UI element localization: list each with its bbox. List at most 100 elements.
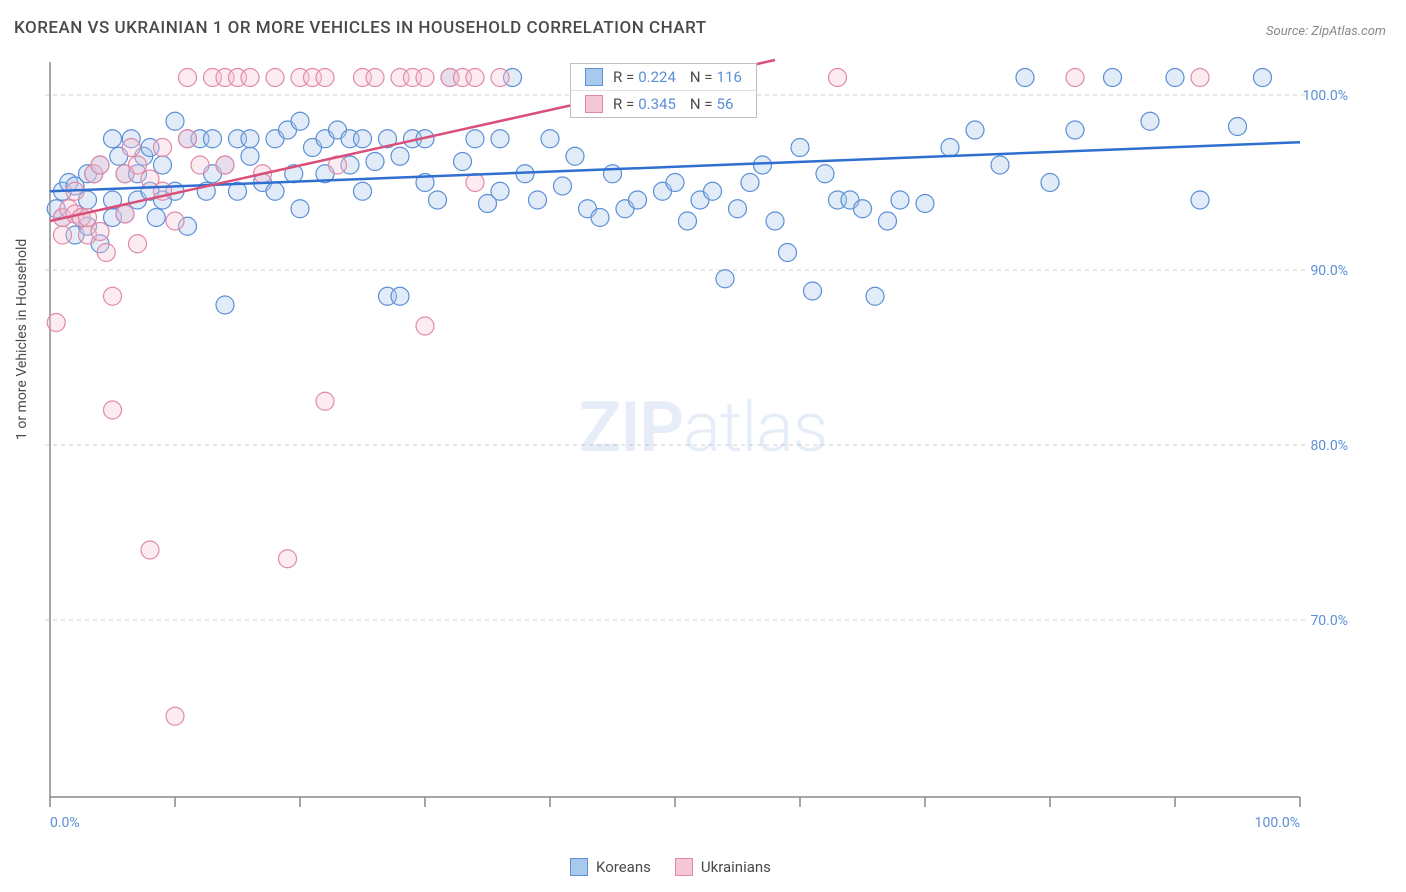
scatter-point xyxy=(291,200,309,218)
y-axis-label: 1 or more Vehicles in Household xyxy=(14,239,30,440)
scatter-point xyxy=(166,112,184,130)
scatter-point xyxy=(366,153,384,171)
legend-label: Ukrainians xyxy=(701,858,771,876)
scatter-point xyxy=(1191,69,1209,87)
scatter-point xyxy=(1104,69,1122,87)
scatter-point xyxy=(166,707,184,725)
scatter-point xyxy=(154,156,172,174)
legend-swatch xyxy=(675,858,693,876)
scatter-point xyxy=(391,287,409,305)
scatter-point xyxy=(491,182,509,200)
legend-n-value: 116 xyxy=(717,68,742,86)
y-tick-label: 70.0% xyxy=(1310,613,1348,629)
scatter-point xyxy=(1254,69,1272,87)
y-tick-label: 90.0% xyxy=(1310,263,1348,279)
scatter-point xyxy=(241,130,259,148)
legend-row: R =0.224 N =116 xyxy=(571,64,756,91)
scatter-point xyxy=(266,182,284,200)
scatter-point xyxy=(629,191,647,209)
legend-swatch xyxy=(570,858,588,876)
scatter-point xyxy=(279,550,297,568)
scatter-point xyxy=(116,205,134,223)
scatter-point xyxy=(91,156,109,174)
scatter-point xyxy=(829,69,847,87)
scatter-point xyxy=(866,287,884,305)
scatter-point xyxy=(147,209,165,227)
scatter-point xyxy=(1191,191,1209,209)
y-tick-label: 80.0% xyxy=(1310,438,1348,454)
scatter-point xyxy=(1066,69,1084,87)
scatter-point xyxy=(916,195,934,213)
scatter-point xyxy=(679,212,697,230)
chart-title: KOREAN VS UKRAINIAN 1 OR MORE VEHICLES I… xyxy=(14,18,707,38)
scatter-point xyxy=(466,174,484,192)
scatter-point xyxy=(241,69,259,87)
series-legend: Koreans Ukrainians xyxy=(570,858,771,876)
scatter-point xyxy=(91,223,109,241)
scatter-point xyxy=(366,69,384,87)
scatter-point xyxy=(104,130,122,148)
scatter-point xyxy=(47,314,65,332)
scatter-point xyxy=(416,69,434,87)
legend-swatch xyxy=(585,95,603,113)
chart-source: Source: ZipAtlas.com xyxy=(1266,24,1386,39)
scatter-point xyxy=(104,287,122,305)
legend-n-label: N = xyxy=(690,68,713,86)
legend-item: Ukrainians xyxy=(675,858,771,876)
scatter-point xyxy=(416,317,434,335)
scatter-point xyxy=(354,130,372,148)
scatter-point xyxy=(129,235,147,253)
scatter-point xyxy=(466,69,484,87)
scatter-point xyxy=(554,177,572,195)
legend-swatch xyxy=(585,68,603,86)
scatter-point xyxy=(854,200,872,218)
scatter-point xyxy=(491,130,509,148)
legend-r-value: 0.345 xyxy=(638,95,676,113)
scatter-point xyxy=(1166,69,1184,87)
scatter-point xyxy=(1229,118,1247,136)
scatter-point xyxy=(591,209,609,227)
scatter-point xyxy=(429,191,447,209)
scatter-point xyxy=(1016,69,1034,87)
scatter-point xyxy=(97,244,115,262)
scatter-point xyxy=(704,182,722,200)
legend-r-label: R = xyxy=(613,68,634,86)
scatter-point xyxy=(529,191,547,209)
scatter-point xyxy=(216,156,234,174)
legend-n-value: 56 xyxy=(717,95,734,113)
scatter-point xyxy=(816,165,834,183)
scatter-svg: 70.0%80.0%90.0%100.0%0.0%100.0% xyxy=(50,55,1360,825)
scatter-point xyxy=(941,139,959,157)
legend-r-label: R = xyxy=(613,95,634,113)
correlation-chart: KOREAN VS UKRAINIAN 1 OR MORE VEHICLES I… xyxy=(0,0,1406,892)
scatter-point xyxy=(291,112,309,130)
legend-label: Koreans xyxy=(596,858,651,876)
scatter-point xyxy=(316,69,334,87)
scatter-point xyxy=(754,156,772,174)
scatter-point xyxy=(666,174,684,192)
scatter-point xyxy=(54,226,72,244)
scatter-point xyxy=(141,541,159,559)
scatter-point xyxy=(766,212,784,230)
scatter-point xyxy=(791,139,809,157)
legend-n-label: N = xyxy=(690,95,713,113)
x-tick-label: 0.0% xyxy=(50,815,80,831)
scatter-point xyxy=(1141,112,1159,130)
scatter-point xyxy=(891,191,909,209)
scatter-point xyxy=(354,182,372,200)
scatter-point xyxy=(991,156,1009,174)
scatter-point xyxy=(729,200,747,218)
scatter-point xyxy=(166,212,184,230)
scatter-point xyxy=(241,147,259,165)
scatter-point xyxy=(804,282,822,300)
scatter-point xyxy=(879,212,897,230)
scatter-point xyxy=(466,130,484,148)
scatter-point xyxy=(716,270,734,288)
scatter-point xyxy=(454,153,472,171)
scatter-point xyxy=(129,156,147,174)
scatter-point xyxy=(216,296,234,314)
scatter-point xyxy=(154,139,172,157)
scatter-point xyxy=(491,69,509,87)
legend-r-value: 0.224 xyxy=(638,68,676,86)
scatter-point xyxy=(604,165,622,183)
